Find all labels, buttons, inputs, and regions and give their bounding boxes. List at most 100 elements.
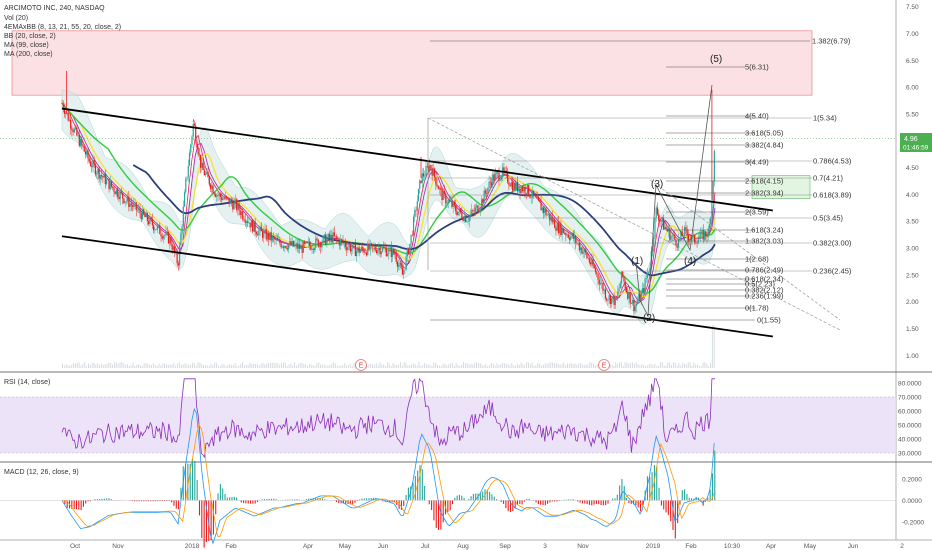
rsi-title[interactable]: RSI (14, close)	[4, 379, 50, 386]
volume-bar	[416, 365, 418, 368]
time-axis-labels: Oct Nov 2018 Feb Apr May Jun Jul Aug Sep 3 Nov 2019 F…	[70, 543, 904, 550]
volume-bar	[327, 365, 329, 368]
macd-bar	[370, 497, 372, 501]
candle-body	[561, 228, 563, 236]
volume-bar	[279, 364, 281, 368]
candle-body	[624, 281, 626, 289]
candle-body	[412, 216, 415, 236]
volume-bar	[162, 363, 164, 368]
macd-bar	[516, 500, 519, 505]
volume-bar	[609, 364, 611, 368]
candle-body	[334, 235, 337, 237]
candle-body	[476, 205, 478, 208]
volume-bar	[323, 364, 325, 368]
candle-body	[601, 282, 603, 284]
candle-body	[519, 188, 521, 194]
volume-bar	[316, 362, 318, 368]
candle-body	[327, 233, 329, 239]
volume-bar	[63, 365, 65, 368]
macd-bar	[646, 476, 649, 501]
macd-bar	[173, 500, 175, 506]
volume-bar	[567, 363, 568, 368]
fibonacci-levels[interactable]: 1.382(6.79) 5(6.31) 4(5.40) 3.618(5.05) 3.38…	[430, 37, 852, 325]
candle-body	[130, 203, 132, 206]
candle-body	[481, 199, 483, 209]
candle-body	[139, 208, 141, 214]
candle-body	[429, 165, 431, 172]
macd-bar	[217, 493, 219, 501]
volume-bar	[336, 365, 338, 368]
legend-symbol[interactable]: ARCIMOTO INC, 240, NASDAQ	[4, 5, 105, 12]
candle-body	[315, 238, 317, 249]
volume-bar	[230, 365, 232, 368]
volume-bar	[628, 363, 630, 368]
candle-body	[82, 144, 84, 147]
candle-body	[136, 209, 139, 211]
macd-axis-labels: 0.2000 0.0000 -0.2000	[902, 476, 924, 526]
candle-body	[368, 243, 370, 250]
macd-bar	[321, 498, 324, 501]
candle-body	[635, 303, 637, 307]
macd-bar	[417, 470, 419, 501]
volume-bar	[195, 365, 197, 368]
macd-bar	[80, 500, 82, 511]
candle-body	[250, 220, 253, 228]
volume-bar	[433, 362, 435, 368]
candle-body	[253, 221, 255, 232]
fib-level-label: 2.382(3.94)	[745, 189, 784, 198]
legend-ma200[interactable]: MA (200, close)	[4, 51, 53, 58]
legend-4emaxbb[interactable]: 4EMAxBB (8, 13, 21, 55, 20, close, 2)	[4, 24, 121, 31]
fib-level-label: 1(2.68)	[745, 255, 769, 264]
candle-body	[278, 239, 280, 240]
macd-bar	[305, 499, 307, 501]
candle-body	[202, 162, 204, 170]
macd-bar	[243, 500, 245, 504]
volume-bar	[687, 362, 689, 368]
candle-body	[452, 202, 454, 208]
candle-body	[138, 208, 140, 210]
candle-body	[232, 203, 234, 210]
macd-bar	[595, 500, 597, 504]
macd-bar	[168, 500, 170, 502]
elliott-wave[interactable]: (1) (2) (3) (4) (5)	[631, 54, 722, 324]
volume-bar	[132, 362, 134, 368]
volume-bar	[578, 363, 580, 368]
volume-bar	[684, 363, 685, 368]
candle-body	[228, 197, 230, 205]
rsi-line	[0, 377, 896, 459]
volume-bar	[353, 363, 355, 368]
volume-bar	[301, 363, 303, 368]
macd-title[interactable]: MACD (12, 26, close, 9)	[4, 469, 79, 476]
candle-body	[518, 188, 520, 192]
legend-vol[interactable]: Vol (20)	[4, 15, 28, 22]
volume-bar	[407, 365, 409, 368]
volume-bar	[184, 363, 186, 368]
supply-zone[interactable]	[11, 30, 813, 96]
time-tick: Apr	[303, 543, 314, 550]
volume-bar	[489, 365, 490, 368]
target-box[interactable]	[751, 175, 811, 199]
candle-body	[525, 193, 527, 194]
macd-bar	[319, 497, 321, 501]
volume-bar	[281, 363, 283, 368]
volume-bar	[136, 364, 138, 368]
candle-body	[477, 205, 479, 213]
legend-bb[interactable]: BB (20, close, 2)	[4, 33, 56, 40]
legend-ma99[interactable]: MA (99, close)	[4, 42, 49, 49]
macd-bar	[324, 499, 326, 501]
macd-bar	[256, 500, 259, 502]
macd-bar	[224, 494, 226, 501]
candle-body	[708, 224, 711, 229]
wave-label: (3)	[651, 179, 663, 190]
candle-body	[239, 210, 241, 215]
volume-bar	[271, 362, 273, 368]
candle-body	[594, 268, 597, 273]
volume-bar	[225, 365, 227, 368]
price-axis[interactable]	[896, 0, 932, 540]
volume-bar	[340, 365, 342, 368]
candle-body	[566, 234, 568, 236]
candle-body	[654, 217, 656, 238]
candle-body	[445, 193, 447, 204]
